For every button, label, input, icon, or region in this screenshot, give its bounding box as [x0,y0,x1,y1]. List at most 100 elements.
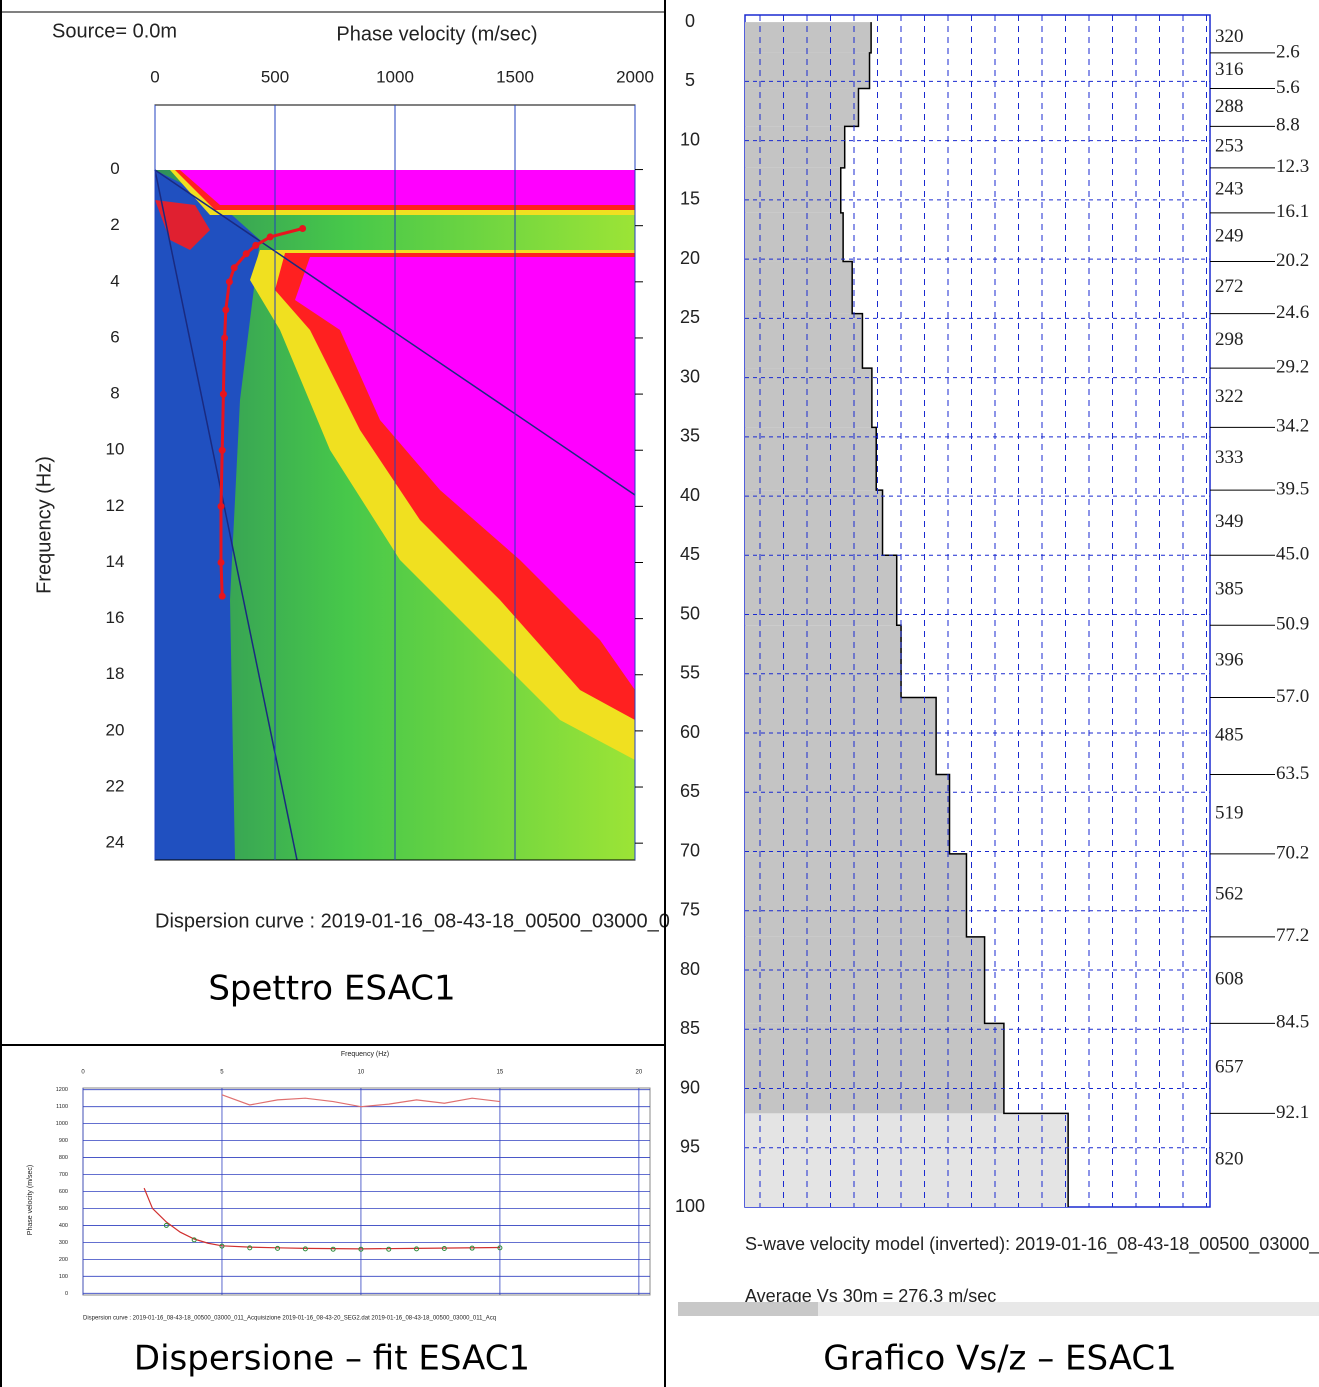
velocity-label: 320 [1215,26,1244,47]
velocity-layer [745,212,844,262]
x-tick-label: 1500 [496,67,534,86]
y-tick-label: 30 [680,366,700,386]
y-tick-label: 0 [685,11,695,31]
curve-point [218,446,226,454]
y-tick-label: 90 [680,1077,700,1097]
y-tick-label: 50 [680,603,700,623]
y-tick-label: 70 [680,840,700,860]
curve-point [230,264,238,272]
curve-point [242,250,250,258]
y-tick-label: 60 [680,722,700,742]
velocity-layer [745,625,902,698]
velocity-layer [745,853,967,937]
scrollbar-thumb[interactable] [678,1302,818,1316]
velocity-label: 272 [1215,276,1244,297]
y-tick-label: 55 [680,663,700,683]
y-tick-label: 15 [680,189,700,209]
velocity-label: 298 [1215,329,1244,350]
curve-point [217,558,225,566]
y-tick-label: 14 [106,552,125,571]
y-tick-label: 35 [680,426,700,446]
y-tick-label: 10 [680,129,700,149]
footer: Dispersion curve : 2019-01-16_08-43-18_0… [155,910,670,932]
y-tick-label: 24 [106,833,125,852]
footer: Dispersion curve : 2019-01-16_08-43-18_0… [83,1316,496,1322]
x-tick-label: 1000 [376,67,414,86]
fit-point [414,1246,420,1252]
fit-point [219,1243,225,1249]
curve-point [221,334,229,342]
velocity-label: 316 [1215,59,1244,80]
x-tick-label: 10 [358,1070,365,1076]
x-tick-label: 5 [220,1070,224,1076]
boundary-label: 63.5 [1276,763,1309,784]
curve-point [225,278,233,286]
y-tick-label: 95 [680,1137,700,1157]
y-tick-label: 18 [106,664,125,683]
y-tick-label: 500 [59,1206,68,1212]
boundary-label: 12.3 [1276,156,1309,177]
y-tick-label: 900 [59,1138,68,1144]
velocity-label: 322 [1215,386,1244,407]
velocity-label: 657 [1215,1057,1244,1078]
y-tick-label: 5 [685,70,695,90]
fit-point [191,1237,197,1243]
x-tick-label: 2000 [616,67,654,86]
velocity-layer [745,167,841,213]
boundary-label: 45.0 [1276,544,1309,565]
y-tick-label: 2 [110,215,119,234]
y-tick-label: 0 [110,159,119,178]
y-tick-label: 45 [680,544,700,564]
velocity-layer [745,555,897,626]
y-tick-label: 1200 [56,1087,68,1093]
boundary-label: 92.1 [1276,1102,1309,1123]
y-tick-label: 4 [110,271,119,290]
series-line [221,1094,500,1108]
fit-point [302,1246,308,1252]
reference-line [154,169,298,861]
velocity-layer [745,1023,1004,1114]
fit-point [275,1245,281,1251]
boundary-label: 77.2 [1276,925,1309,946]
y-axis-label: Phase velocity (m/sec) [27,1165,34,1235]
fit-point [497,1245,503,1251]
velocity-label: 562 [1215,884,1244,905]
x-axis-label: Frequency (Hz) [341,1051,389,1058]
velocity-layer [745,126,845,168]
velocity-profile [840,22,1069,1207]
velocity-label: 519 [1215,803,1244,824]
y-tick-label: 1000 [56,1121,68,1127]
velocity-label: 485 [1215,724,1244,745]
y-tick-label: 75 [680,900,700,920]
y-tick-label: 65 [680,781,700,801]
boundary-label: 16.1 [1276,201,1309,222]
caption: Dispersione – fit ESAC1 [134,1339,530,1379]
curve-point [217,502,225,510]
curve-point [252,241,260,249]
velocity-label: 608 [1215,968,1244,989]
y-tick-label: 80 [680,959,700,979]
y-tick-label: 100 [59,1274,68,1280]
curve-point [266,233,274,241]
velocity-label: 820 [1215,1149,1244,1170]
y-tick-label: 100 [675,1196,705,1216]
boundary-label: 5.6 [1276,77,1300,98]
velocity-layer [745,936,985,1024]
boundary-label: 2.6 [1276,41,1300,62]
y-tick-label: 20 [680,248,700,268]
velocity-label: 249 [1215,226,1244,247]
boundary-label: 24.6 [1276,302,1309,323]
curve-point [299,224,307,232]
velocity-layer [745,774,950,854]
y-tick-label: 0 [65,1291,68,1297]
curve-point [222,306,230,314]
y-tick-label: 300 [59,1240,68,1246]
y-tick-label: 8 [110,384,119,403]
caption: Spettro ESAC1 [208,969,455,1009]
fit-point [163,1222,169,1228]
boundary-label: 29.2 [1276,356,1309,377]
fit-point [330,1246,336,1252]
velocity-layer [745,22,872,53]
fit-point [469,1245,475,1251]
